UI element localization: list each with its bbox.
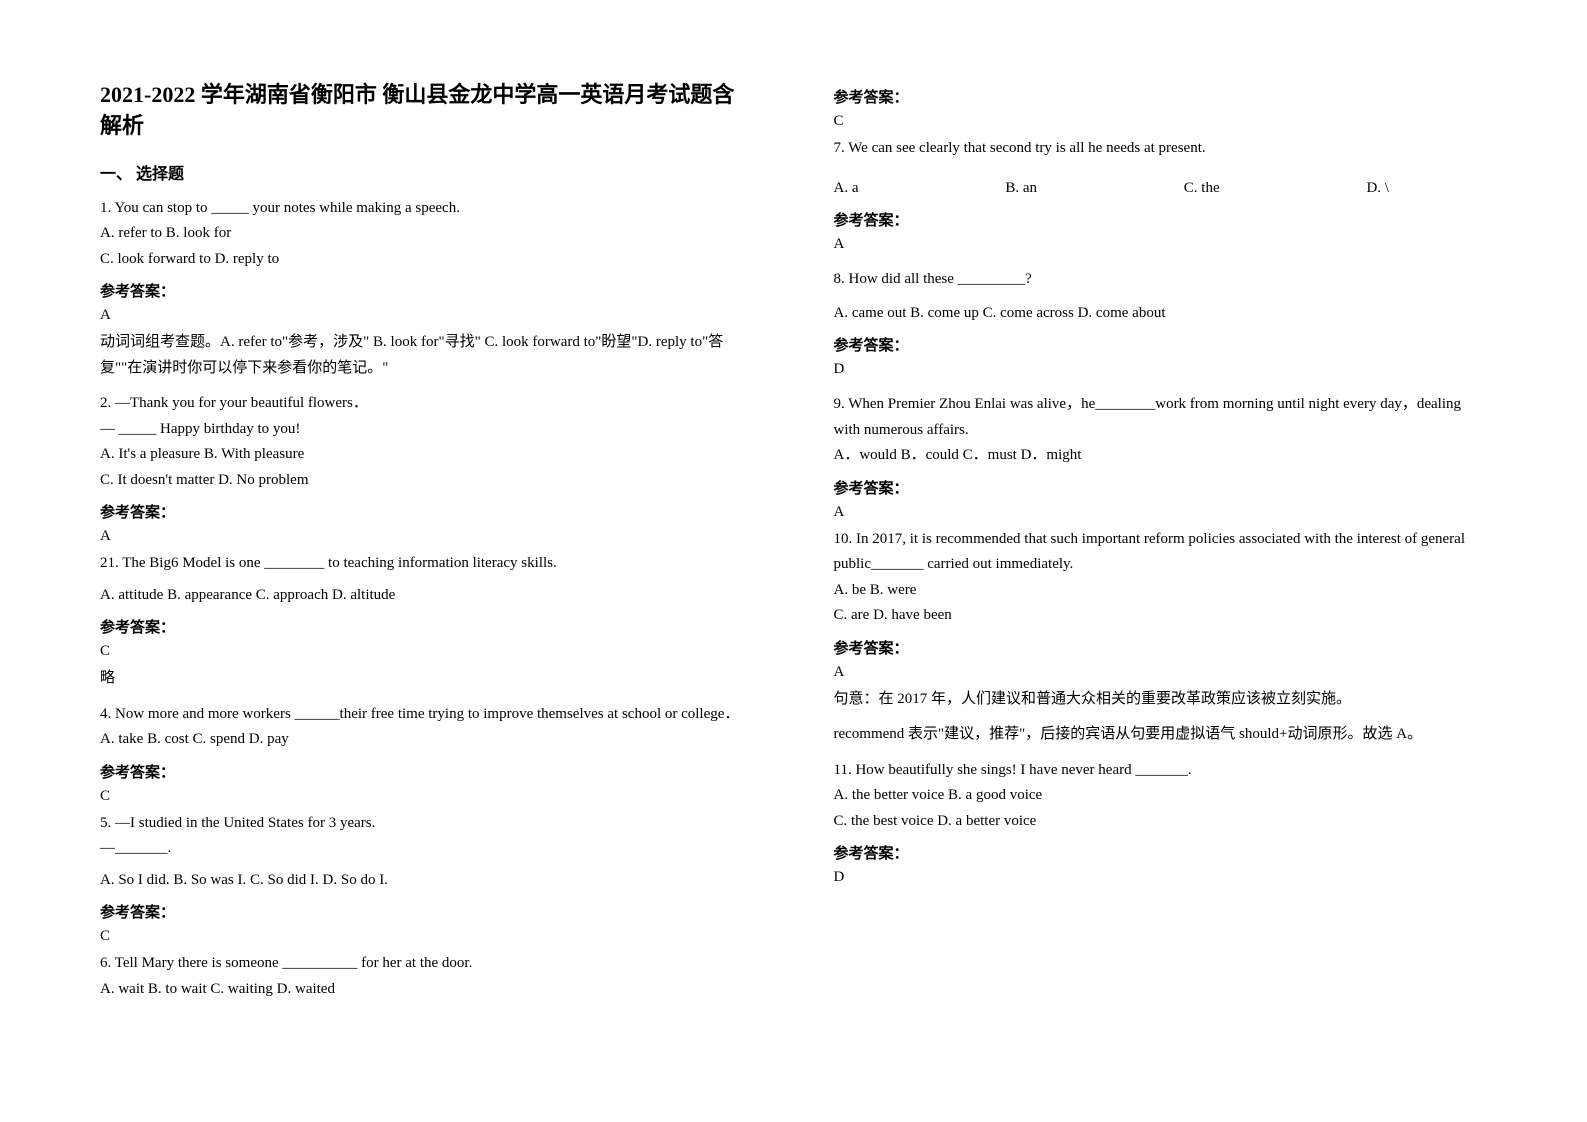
q5-answer-label: 参考答案： <box>100 901 754 922</box>
q7-opt-a: A. a <box>834 176 859 202</box>
q1-answer: A <box>100 307 754 324</box>
question-4: 4. Now more and more workers ______their… <box>100 702 754 753</box>
q1-explanation: 动词词组考查题。A. refer to"参考，涉及" B. look for"寻… <box>100 330 754 381</box>
q1-answer-label: 参考答案： <box>100 280 754 301</box>
q2-line3: A. It's a pleasure B. With pleasure <box>100 442 754 468</box>
q10-answer-label: 参考答案： <box>834 637 1488 658</box>
question-5: 5. —I studied in the United States for 3… <box>100 811 754 894</box>
q9-stem: 9. When Premier Zhou Enlai was alive，he_… <box>834 392 1488 443</box>
q1-stem: 1. You can stop to _____ your notes whil… <box>100 196 754 222</box>
question-10: 10. In 2017, it is recommended that such… <box>834 527 1488 629</box>
q9-options: A．would B．could C．must D．might <box>834 443 1488 469</box>
q3-stem: 21. The Big6 Model is one ________ to te… <box>100 551 754 577</box>
q10-explanation-2: recommend 表示"建议，推荐"，后接的宾语从句要用虚拟语气 should… <box>834 722 1488 748</box>
question-3: 21. The Big6 Model is one ________ to te… <box>100 551 754 608</box>
q5-options: A. So I did. B. So was I. C. So did I. D… <box>100 868 754 894</box>
q7-text-b: second try is all he needs at present. <box>990 140 1206 156</box>
exam-title: 2021-2022 学年湖南省衡阳市 衡山县金龙中学高一英语月考试题含解析 <box>100 80 754 142</box>
q11-answer: D <box>834 869 1488 886</box>
q2-line1: 2. —Thank you for your beautiful flowers… <box>100 391 754 417</box>
question-9: 9. When Premier Zhou Enlai was alive，he_… <box>834 392 1488 469</box>
q3-answer-label: 参考答案： <box>100 616 754 637</box>
right-column: 参考答案： C 7. We can see clearly that secon… <box>834 80 1488 1082</box>
q6-stem: 6. Tell Mary there is someone __________… <box>100 951 754 977</box>
q3-answer: C <box>100 643 754 660</box>
q8-stem: 8. How did all these _________? <box>834 267 1488 293</box>
q4-stem: 4. Now more and more workers ______their… <box>100 702 754 728</box>
q4-options: A. take B. cost C. spend D. pay <box>100 727 754 753</box>
q9-answer-label: 参考答案： <box>834 477 1488 498</box>
question-11: 11. How beautifully she sings! I have ne… <box>834 758 1488 835</box>
q2-answer: A <box>100 528 754 545</box>
q10-options-cd: C. are D. have been <box>834 603 1488 629</box>
question-7: 7. We can see clearly that second try is… <box>834 136 1488 201</box>
q2-line2: — _____ Happy birthday to you! <box>100 417 754 443</box>
q10-explanation-1: 句意：在 2017 年，人们建议和普通大众相关的重要改革政策应该被立刻实施。 <box>834 687 1488 713</box>
q10-answer: A <box>834 664 1488 681</box>
q10-options-ab: A. be B. were <box>834 578 1488 604</box>
q8-options: A. came out B. come up C. come across D.… <box>834 301 1488 327</box>
q6-options: A. wait B. to wait C. waiting D. waited <box>100 977 754 1003</box>
question-2: 2. —Thank you for your beautiful flowers… <box>100 391 754 493</box>
q4-answer-label: 参考答案： <box>100 761 754 782</box>
q5-line2: —_______. <box>100 836 754 862</box>
q2-line4: C. It doesn't matter D. No problem <box>100 468 754 494</box>
q6-answer: C <box>834 113 1488 130</box>
q7-opt-c: C. the <box>1184 176 1220 202</box>
q7-answer: A <box>834 236 1488 253</box>
q5-answer: C <box>100 928 754 945</box>
q11-options-cd: C. the best voice D. a better voice <box>834 809 1488 835</box>
q6-answer-label: 参考答案： <box>834 86 1488 107</box>
q11-answer-label: 参考答案： <box>834 842 1488 863</box>
q11-stem: 11. How beautifully she sings! I have ne… <box>834 758 1488 784</box>
q1-options-cd: C. look forward to D. reply to <box>100 247 754 273</box>
q8-answer-label: 参考答案： <box>834 334 1488 355</box>
section-1-heading: 一、 选择题 <box>100 160 754 184</box>
q3-options: A. attitude B. appearance C. approach D.… <box>100 583 754 609</box>
question-6: 6. Tell Mary there is someone __________… <box>100 951 754 1002</box>
q10-stem: 10. In 2017, it is recommended that such… <box>834 527 1488 578</box>
q8-answer: D <box>834 361 1488 378</box>
q3-omit: 略 <box>100 666 754 692</box>
q1-options-ab: A. refer to B. look for <box>100 221 754 247</box>
q7-answer-label: 参考答案： <box>834 209 1488 230</box>
q7-text-a: 7. We can see clearly that <box>834 140 990 156</box>
left-column: 2021-2022 学年湖南省衡阳市 衡山县金龙中学高一英语月考试题含解析 一、… <box>100 80 754 1082</box>
question-1: 1. You can stop to _____ your notes whil… <box>100 196 754 273</box>
q7-opt-b: B. an <box>1005 176 1037 202</box>
question-8: 8. How did all these _________? A. came … <box>834 267 1488 326</box>
q7-opt-d: D. \ <box>1366 176 1389 202</box>
q4-answer: C <box>100 788 754 805</box>
q7-options: A. a B. an C. the D. \ <box>834 176 1389 202</box>
q11-options-ab: A. the better voice B. a good voice <box>834 783 1488 809</box>
q9-answer: A <box>834 504 1488 521</box>
q5-line1: 5. —I studied in the United States for 3… <box>100 811 754 837</box>
q2-answer-label: 参考答案： <box>100 501 754 522</box>
